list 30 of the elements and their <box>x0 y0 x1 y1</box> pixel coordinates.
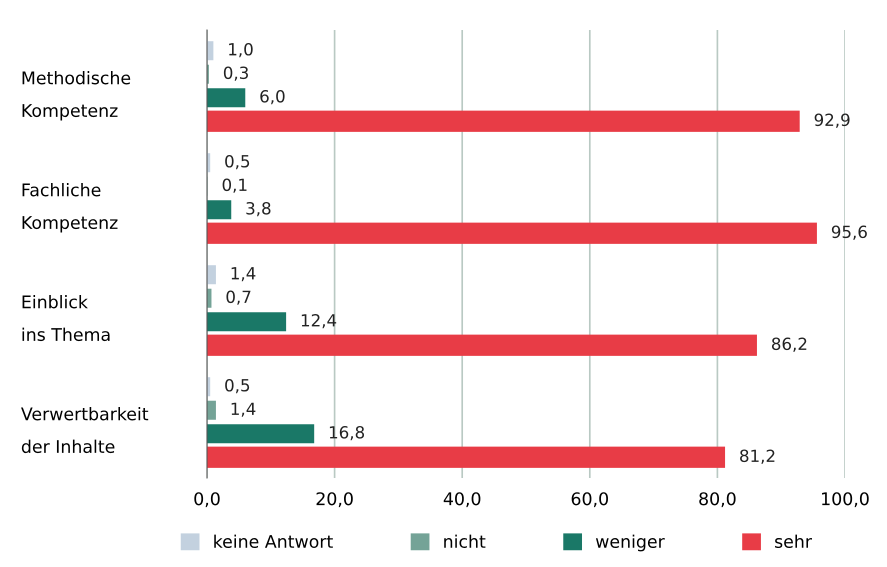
data-label: 0,5 <box>225 378 250 394</box>
data-label: 1,4 <box>232 402 256 417</box>
y-tick-label: Fachliche Kompetenz <box>22 183 118 232</box>
y-tick-label: Methodische Kompetenz <box>22 71 130 120</box>
data-label: 86,2 <box>772 338 806 352</box>
x-tick-label: 100,0 <box>822 492 869 508</box>
data-label: 0,1 <box>222 178 246 193</box>
data-label: 12,4 <box>302 314 336 328</box>
y-tick-label: Einblick ins Thema <box>22 295 110 342</box>
x-tick-label: 40,0 <box>444 492 480 508</box>
data-label: 92,9 <box>814 114 850 128</box>
legend-label: keine Antwort <box>214 534 333 548</box>
data-label: 6,0 <box>260 90 285 104</box>
data-label: 16,8 <box>330 426 364 440</box>
data-label: 1,0 <box>229 42 253 58</box>
legend-label: weniger <box>596 534 665 552</box>
data-label: 0,5 <box>225 154 250 170</box>
y-tick-label: Verwertbarkeit der Inhalte <box>21 407 148 454</box>
x-tick-label: 20,0 <box>316 492 353 508</box>
x-tick-label: 0,0 <box>194 492 220 508</box>
data-label: 1,4 <box>232 267 256 282</box>
x-tick-label: 60,0 <box>572 492 608 508</box>
x-tick-label: 80,0 <box>699 492 736 508</box>
legend-label: sehr <box>775 534 812 548</box>
data-label: 95,6 <box>832 226 867 240</box>
data-label: 0,3 <box>224 66 248 81</box>
data-label: 81,2 <box>740 450 774 464</box>
legend-label: nicht <box>444 534 486 548</box>
data-label: 3,8 <box>246 202 270 216</box>
data-label: 0,7 <box>226 290 250 305</box>
